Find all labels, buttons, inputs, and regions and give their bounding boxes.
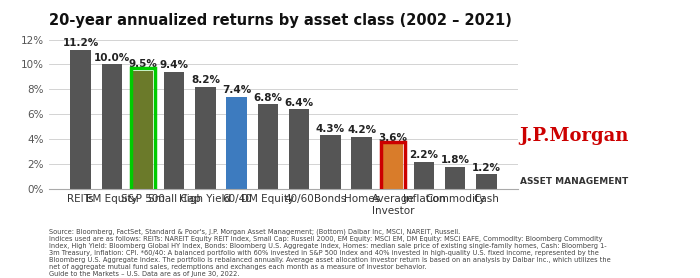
Bar [227, 97, 247, 189]
Text: 7.4%: 7.4% [222, 85, 251, 95]
Text: 6.8%: 6.8% [253, 93, 282, 103]
Bar [383, 144, 403, 189]
Text: 2.2%: 2.2% [410, 150, 439, 160]
Bar [351, 137, 372, 189]
Text: 3.6%: 3.6% [378, 133, 407, 143]
Text: 6.4%: 6.4% [285, 98, 314, 108]
Text: ASSET MANAGEMENT: ASSET MANAGEMENT [520, 177, 628, 186]
Bar [414, 162, 434, 189]
Text: 8.2%: 8.2% [191, 75, 220, 85]
Bar [320, 135, 340, 189]
Bar [195, 87, 216, 189]
Text: Source: Bloomberg, FactSet, Standard & Poor's, J.P. Morgan Asset Management; (Bo: Source: Bloomberg, FactSet, Standard & P… [49, 228, 610, 277]
Text: 11.2%: 11.2% [62, 38, 99, 48]
Bar [289, 109, 309, 189]
Bar [133, 71, 153, 189]
Text: 4.2%: 4.2% [347, 125, 376, 135]
Text: J.P.Morgan: J.P.Morgan [519, 126, 629, 145]
Text: 10.0%: 10.0% [94, 53, 130, 63]
Bar [164, 72, 184, 189]
Text: 1.8%: 1.8% [441, 155, 470, 165]
Text: 20-year annualized returns by asset class (2002 – 2021): 20-year annualized returns by asset clas… [49, 13, 512, 28]
Bar [445, 167, 466, 189]
Bar [258, 104, 278, 189]
Bar [477, 174, 497, 189]
Text: 1.2%: 1.2% [472, 163, 501, 173]
Bar [381, 142, 405, 191]
Text: 9.4%: 9.4% [160, 61, 189, 71]
Bar [102, 64, 122, 189]
Text: 4.3%: 4.3% [316, 124, 345, 134]
Bar [70, 49, 90, 189]
Text: 9.5%: 9.5% [129, 59, 158, 69]
Bar [131, 68, 155, 191]
